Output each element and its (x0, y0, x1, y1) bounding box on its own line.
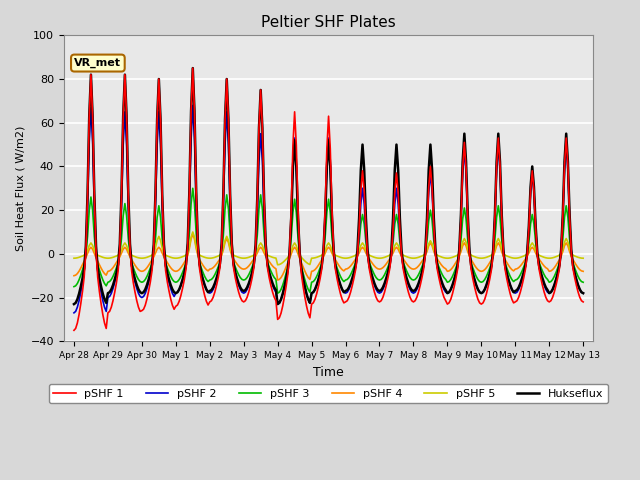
pSHF 3 (279, 282, 287, 288)
Hukseflux (579, 290, 587, 296)
Line: pSHF 3: pSHF 3 (74, 188, 583, 293)
pSHF 3 (296, 253, 303, 259)
pSHF 5 (422, 251, 429, 256)
Line: pSHF 4: pSHF 4 (74, 234, 583, 280)
pSHF 3 (545, 279, 553, 285)
pSHF 2 (70, 310, 78, 316)
pSHF 5 (579, 255, 587, 261)
Text: VR_met: VR_met (74, 58, 122, 68)
Hukseflux (70, 301, 78, 307)
pSHF 4 (422, 253, 429, 259)
pSHF 1 (544, 298, 552, 304)
pSHF 2 (501, 263, 509, 268)
Line: pSHF 5: pSHF 5 (74, 232, 583, 265)
pSHF 4 (296, 256, 303, 262)
Hukseflux (503, 270, 511, 276)
Title: Peltier SHF Plates: Peltier SHF Plates (261, 15, 396, 30)
pSHF 4 (579, 268, 587, 274)
pSHF 1 (472, 291, 480, 297)
pSHF 3 (474, 276, 482, 282)
Hukseflux (545, 290, 553, 296)
pSHF 1 (579, 299, 587, 305)
Hukseflux (274, 301, 282, 307)
pSHF 4 (503, 260, 511, 265)
pSHF 2 (472, 282, 480, 288)
pSHF 3 (274, 290, 282, 296)
Hukseflux (474, 287, 482, 292)
Line: pSHF 2: pSHF 2 (74, 105, 583, 313)
Line: Hukseflux: Hukseflux (74, 68, 583, 304)
pSHF 1 (501, 266, 509, 272)
pSHF 4 (279, 272, 287, 277)
pSHF 4 (274, 277, 282, 283)
pSHF 4 (474, 267, 482, 273)
Hukseflux (422, 248, 429, 253)
pSHF 2 (294, 214, 302, 220)
pSHF 1 (189, 65, 196, 71)
pSHF 2 (544, 289, 552, 295)
pSHF 5 (279, 260, 287, 265)
pSHF 1 (277, 310, 285, 316)
pSHF 3 (70, 284, 78, 289)
pSHF 2 (420, 263, 428, 269)
pSHF 4 (189, 231, 196, 237)
X-axis label: Time: Time (313, 366, 344, 379)
pSHF 2 (277, 297, 285, 302)
pSHF 5 (189, 229, 196, 235)
pSHF 1 (294, 206, 302, 212)
pSHF 3 (422, 252, 429, 258)
pSHF 2 (579, 290, 587, 296)
pSHF 5 (474, 255, 482, 261)
pSHF 4 (70, 273, 78, 278)
pSHF 1 (420, 266, 428, 272)
pSHF 5 (274, 262, 282, 268)
pSHF 3 (579, 279, 587, 285)
pSHF 3 (503, 265, 511, 271)
Line: pSHF 1: pSHF 1 (74, 68, 583, 330)
Legend: pSHF 1, pSHF 2, pSHF 3, pSHF 4, pSHF 5, Hukseflux: pSHF 1, pSHF 2, pSHF 3, pSHF 4, pSHF 5, … (49, 384, 608, 403)
pSHF 3 (189, 185, 196, 191)
pSHF 2 (189, 102, 196, 108)
Y-axis label: Soil Heat Flux ( W/m2): Soil Heat Flux ( W/m2) (15, 126, 25, 251)
pSHF 5 (296, 252, 303, 258)
pSHF 1 (70, 327, 78, 333)
Hukseflux (296, 250, 303, 256)
Hukseflux (279, 291, 287, 297)
pSHF 4 (545, 268, 553, 274)
Hukseflux (189, 65, 196, 71)
pSHF 5 (70, 255, 78, 261)
pSHF 5 (503, 253, 511, 259)
pSHF 5 (545, 255, 553, 261)
